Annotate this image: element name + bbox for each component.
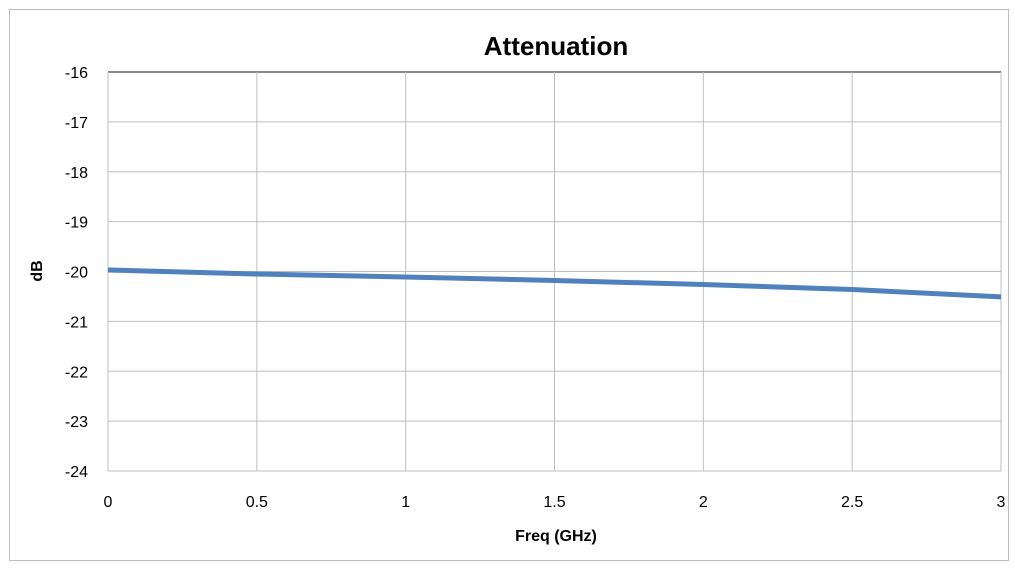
- x-tick-label: 1.5: [543, 494, 565, 511]
- chart-frame: [9, 9, 1009, 561]
- y-tick-label: -16: [65, 65, 88, 82]
- y-axis-title: dB: [29, 260, 46, 281]
- y-tick-label: -20: [65, 265, 88, 282]
- y-tick-label: -24: [65, 464, 88, 481]
- y-tick-label: -17: [65, 115, 88, 132]
- x-tick-label: 0.5: [246, 494, 268, 511]
- series-group: [107, 267, 1002, 300]
- y-tick-label: -22: [65, 364, 88, 381]
- series-line: [107, 267, 1002, 300]
- y-tick-label: -18: [65, 165, 88, 182]
- y-tick-label: -19: [65, 215, 88, 232]
- x-tick-label: 2: [699, 494, 708, 511]
- chart-title: Attenuation: [484, 31, 628, 61]
- y-tick-label: -21: [65, 314, 88, 331]
- x-tick-label: 3: [997, 494, 1006, 511]
- x-tick-label: 1: [401, 494, 410, 511]
- y-tick-label: -23: [65, 414, 88, 431]
- x-axis-title: Freq (GHz): [515, 528, 597, 545]
- x-tick-labels: 0 0.5 1 1.5 2 2.5 3: [104, 494, 1006, 511]
- y-tick-labels: -16 -17 -18 -19 -20 -21 -22 -23 -24: [65, 65, 88, 481]
- x-tick-label: 2.5: [841, 494, 863, 511]
- x-tick-label: 0: [104, 494, 113, 511]
